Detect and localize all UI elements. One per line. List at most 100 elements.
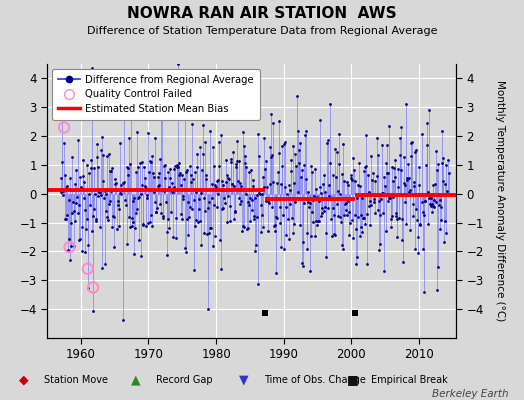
Point <box>82 216 91 222</box>
Point <box>158 212 167 219</box>
Point <box>439 155 447 162</box>
Point <box>288 215 296 222</box>
Point <box>201 208 210 214</box>
Point <box>165 184 173 190</box>
Point <box>205 225 214 232</box>
Point <box>219 205 227 211</box>
Point <box>315 218 323 224</box>
Point <box>97 134 106 140</box>
Point <box>397 124 406 130</box>
Point <box>103 213 112 220</box>
Point <box>432 287 441 293</box>
Point <box>91 191 99 197</box>
Point <box>346 172 355 178</box>
Point <box>369 196 378 202</box>
Point <box>82 226 90 232</box>
Point <box>258 223 267 230</box>
Text: ▲: ▲ <box>132 374 141 386</box>
Point <box>256 229 265 236</box>
Point <box>434 160 442 167</box>
Point <box>135 236 143 243</box>
Point <box>343 212 352 218</box>
Point <box>83 266 92 272</box>
Point <box>245 169 253 176</box>
Point <box>330 212 339 218</box>
Point <box>260 135 268 141</box>
Point <box>86 202 94 209</box>
Point <box>402 101 410 107</box>
Point <box>243 198 252 205</box>
Point <box>292 194 301 201</box>
Point <box>328 216 336 222</box>
Point <box>411 149 419 156</box>
Point <box>380 268 389 275</box>
Point <box>129 251 138 258</box>
Point <box>80 179 88 186</box>
Point <box>282 232 290 238</box>
Point <box>389 194 398 200</box>
Point <box>351 212 359 218</box>
Point <box>173 162 181 168</box>
Point <box>317 190 325 196</box>
Point <box>434 264 443 270</box>
Point <box>155 182 163 188</box>
Point <box>223 172 232 178</box>
Text: ▼: ▼ <box>239 374 248 386</box>
Point <box>104 201 113 207</box>
Point <box>216 237 224 243</box>
Point <box>67 220 75 226</box>
Point <box>280 184 289 190</box>
Point <box>268 204 276 210</box>
Point <box>227 181 236 187</box>
Point <box>299 239 307 246</box>
Point <box>439 178 447 184</box>
Point <box>264 228 272 234</box>
Point <box>114 222 123 229</box>
Point <box>329 205 337 211</box>
Point <box>81 206 89 213</box>
Point <box>416 222 424 228</box>
Point <box>147 159 156 166</box>
Point <box>295 159 303 166</box>
Point <box>161 175 170 182</box>
Point <box>75 174 84 181</box>
Point <box>111 176 119 182</box>
Point <box>66 174 74 181</box>
Point <box>226 156 235 162</box>
Point <box>110 214 118 220</box>
Point <box>332 174 340 180</box>
Point <box>162 228 171 235</box>
Point <box>132 169 140 176</box>
Point <box>241 160 249 166</box>
Point <box>80 194 89 201</box>
Point <box>237 198 245 204</box>
Point <box>95 189 103 196</box>
Point <box>417 130 425 137</box>
Point <box>412 206 421 212</box>
Point <box>66 244 74 250</box>
Point <box>148 153 156 159</box>
Point <box>214 191 222 198</box>
Point <box>85 170 93 176</box>
Point <box>281 138 289 145</box>
Point <box>264 198 272 204</box>
Point <box>176 170 184 176</box>
Point <box>340 178 348 185</box>
Point <box>297 174 305 181</box>
Point <box>190 196 198 203</box>
Point <box>242 191 250 197</box>
Point <box>155 170 163 176</box>
Point <box>90 206 99 212</box>
Point <box>172 164 181 170</box>
Point <box>385 195 394 201</box>
Point <box>413 234 422 240</box>
Point <box>59 192 68 199</box>
Point <box>359 168 368 175</box>
Point <box>188 121 196 128</box>
Point <box>250 216 258 222</box>
Point <box>444 170 453 177</box>
Point <box>277 244 286 250</box>
Point <box>272 214 280 220</box>
Point <box>238 129 247 135</box>
Point <box>326 195 335 201</box>
